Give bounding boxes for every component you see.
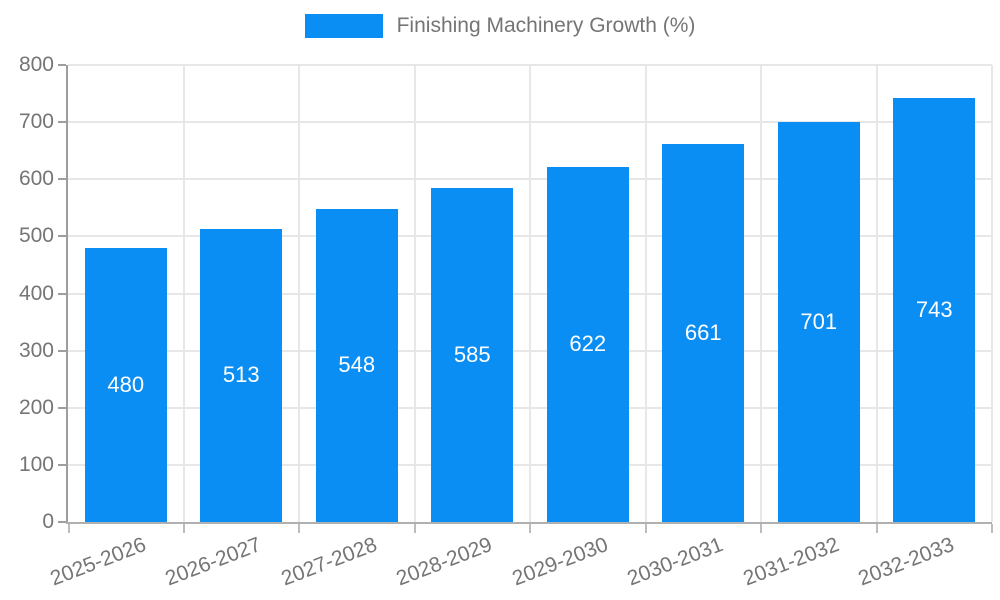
bar: 622	[546, 166, 629, 522]
y-axis-tick-label: 100	[18, 452, 54, 476]
x-tick-mark	[760, 524, 762, 533]
y-axis-tick-label: 0	[42, 510, 54, 533]
x-axis-line	[66, 522, 992, 524]
legend-item[interactable]: Finishing Machinery Growth (%)	[304, 14, 696, 38]
x-tick-mark	[529, 524, 531, 533]
y-axis-tick-label: 400	[18, 281, 54, 305]
x-tick-mark	[644, 524, 647, 533]
y-tick-mark	[58, 235, 66, 238]
bar: 743	[893, 97, 976, 522]
x-gridline	[529, 65, 531, 522]
x-tick-mark	[991, 524, 993, 533]
legend-label: Finishing Machinery Growth (%)	[396, 14, 696, 37]
bar: 701	[777, 121, 860, 522]
chart-legend: Finishing Machinery Growth (%)	[0, 14, 1000, 38]
y-tick-mark	[58, 121, 66, 124]
y-tick-mark	[58, 349, 66, 352]
bar-value-label: 513	[222, 362, 260, 388]
x-gridline	[875, 65, 878, 522]
bar: 513	[200, 228, 283, 522]
x-tick-mark	[875, 524, 878, 533]
bar: 661	[662, 144, 745, 522]
y-tick-mark	[58, 406, 66, 409]
x-gridline	[760, 65, 762, 522]
y-axis-line	[66, 65, 68, 522]
x-gridline	[991, 65, 993, 522]
x-tick-mark	[413, 524, 416, 533]
x-gridline	[413, 65, 416, 522]
x-tick-mark	[182, 524, 185, 533]
bar: 548	[315, 208, 398, 522]
x-gridline	[182, 65, 185, 522]
bar-value-label: 548	[338, 352, 376, 378]
x-tick-mark	[68, 524, 70, 533]
y-axis-tick-label: 800	[18, 53, 54, 76]
x-gridline	[298, 65, 300, 522]
y-tick-mark	[58, 292, 66, 295]
y-axis-tick-label: 600	[18, 167, 54, 191]
x-tick-mark	[298, 524, 300, 533]
bar-value-label: 661	[684, 320, 722, 346]
y-axis-tick-label: 200	[18, 395, 54, 419]
bar-value-label: 585	[453, 341, 491, 367]
y-tick-mark	[58, 178, 66, 181]
legend-swatch-icon	[304, 14, 383, 38]
bar-value-label: 480	[107, 371, 145, 397]
y-axis-tick-label: 700	[18, 110, 54, 134]
bar: 585	[431, 187, 514, 522]
y-axis-tick-label: 500	[18, 224, 54, 248]
y-tick-mark	[58, 64, 66, 66]
x-gridline	[644, 65, 647, 522]
bar-value-label: 743	[915, 296, 953, 322]
y-tick-mark	[58, 463, 66, 466]
y-axis-tick-label: 300	[18, 338, 54, 362]
plot-area: 0 100 200 300 400 500 600 700 800 480 2025-2026 513…	[19, 53, 993, 590]
bar-value-label: 622	[569, 331, 607, 357]
bar-value-label: 701	[800, 308, 838, 334]
bar: 480	[84, 247, 167, 522]
y-tick-mark	[58, 521, 66, 523]
